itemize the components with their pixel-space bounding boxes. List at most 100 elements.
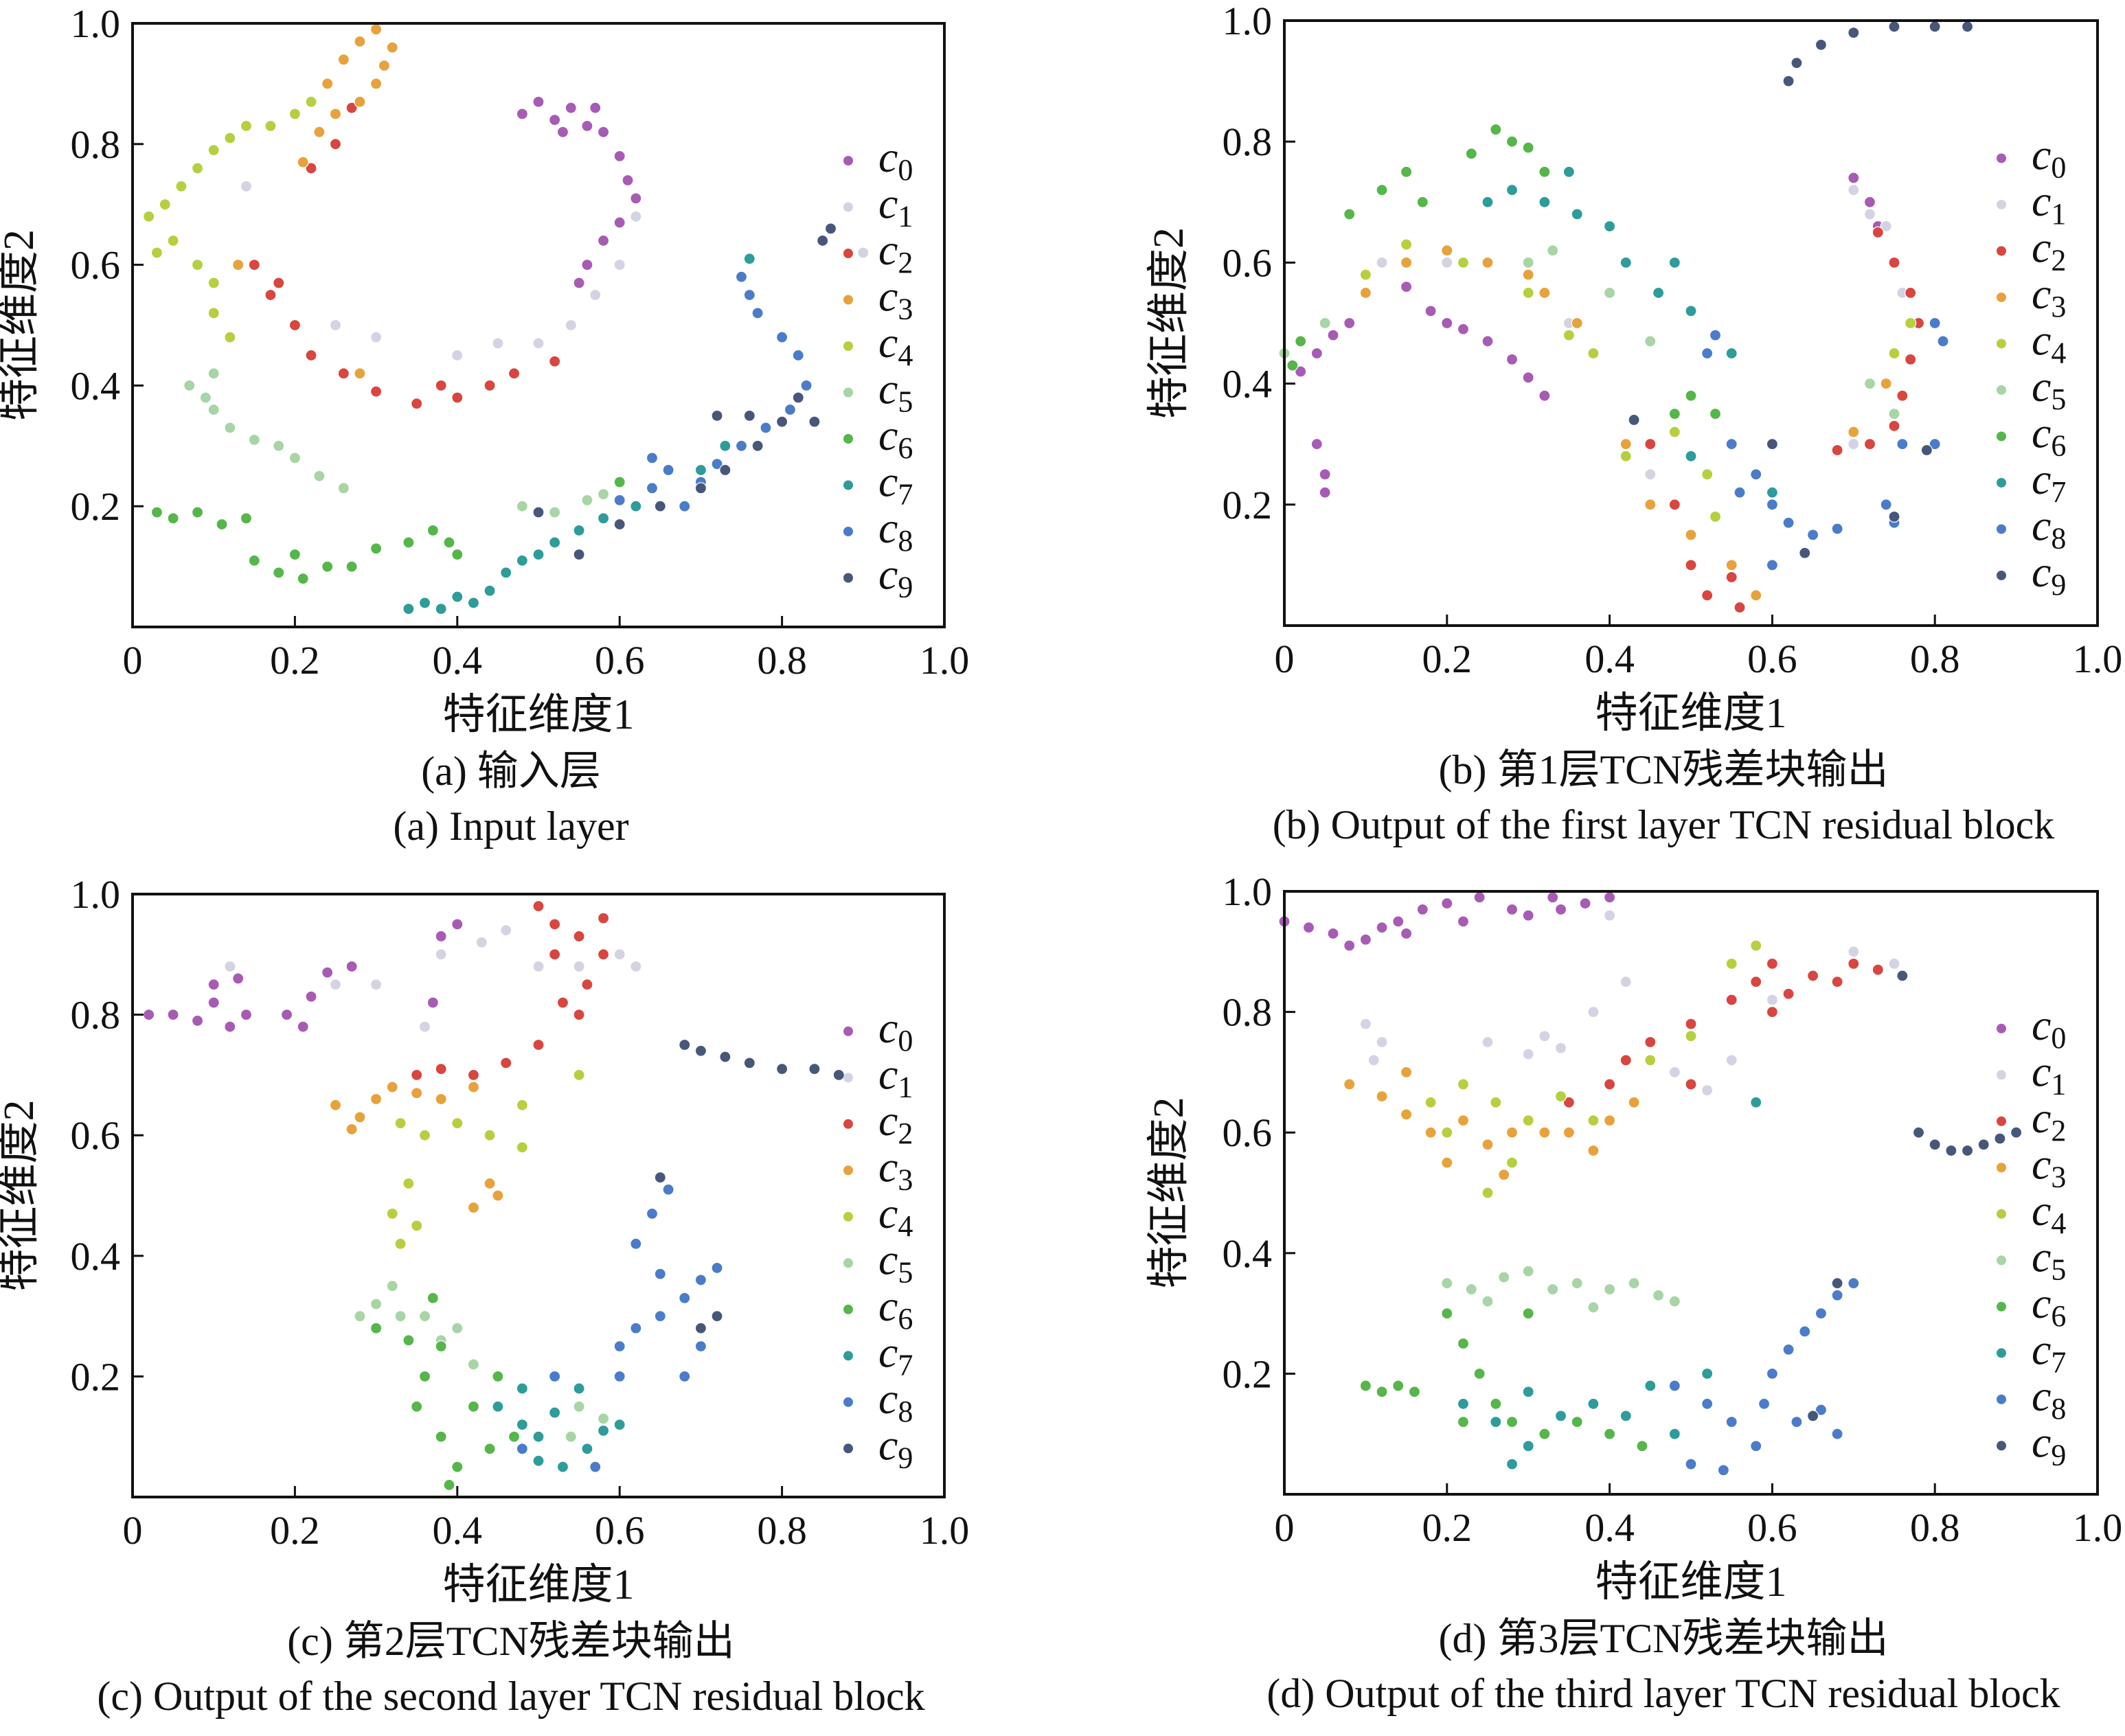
y-tick-label: 0.8 <box>1223 990 1273 1035</box>
legend-label: c6 <box>878 1281 913 1336</box>
point-c2 <box>411 398 423 410</box>
point-c1 <box>329 979 342 991</box>
legend-label: c3 <box>878 1142 913 1196</box>
point-c9 <box>1961 1144 1974 1157</box>
point-c2 <box>597 948 610 961</box>
point-c8 <box>654 1268 666 1280</box>
point-c6 <box>427 524 439 536</box>
legend-marker <box>1997 1209 2006 1219</box>
point-c8 <box>711 458 723 470</box>
point-c1 <box>1644 468 1657 481</box>
point-c7 <box>1538 196 1551 208</box>
point-c9 <box>1815 38 1828 51</box>
point-c6 <box>508 1430 521 1443</box>
point-c9 <box>751 439 764 452</box>
point-c0 <box>1538 389 1551 402</box>
point-c8 <box>646 1207 659 1220</box>
point-c3 <box>1750 589 1762 602</box>
legend-label: c9 <box>2032 547 2066 602</box>
point-c7 <box>549 1406 561 1419</box>
point-c9 <box>711 1310 723 1323</box>
point-c3 <box>1628 1096 1640 1108</box>
point-c5 <box>1319 317 1331 330</box>
point-c7 <box>1522 1386 1534 1398</box>
point-c8 <box>630 1322 642 1334</box>
point-c8 <box>1929 438 1941 450</box>
point-c9 <box>1912 1126 1925 1139</box>
point-c0 <box>1319 468 1331 481</box>
point-c6 <box>492 1370 504 1383</box>
point-c5 <box>207 403 220 416</box>
point-c0 <box>1400 927 1413 940</box>
point-c0 <box>622 174 634 187</box>
legend-item-c0: c0 <box>843 133 913 187</box>
point-c3 <box>1880 377 1892 390</box>
point-c4 <box>1905 317 1917 330</box>
caption-en: (a) Input layer <box>393 803 628 849</box>
point-c5 <box>183 379 196 392</box>
point-c8 <box>662 464 674 477</box>
point-c8 <box>1929 317 1941 330</box>
x-tick-label: 0.4 <box>1584 1505 1635 1550</box>
point-c5 <box>1668 1295 1681 1307</box>
point-c7 <box>1620 1410 1632 1422</box>
point-c0 <box>1327 329 1339 341</box>
point-c6 <box>191 506 204 518</box>
point-c8 <box>1782 516 1795 529</box>
point-c2 <box>1905 353 1917 365</box>
point-c6 <box>427 1292 439 1304</box>
legend-item-c7: c7 <box>843 1327 913 1382</box>
legend-marker <box>843 295 853 305</box>
legend-label: c8 <box>878 1374 913 1428</box>
point-c3 <box>378 59 391 72</box>
point-c2 <box>1896 389 1909 402</box>
y-axis-label: 特征维度2 <box>1146 227 1192 419</box>
legend-marker <box>843 1073 853 1083</box>
point-c2 <box>411 1069 423 1082</box>
y-tick-label: 0.2 <box>1223 1351 1273 1396</box>
point-c3 <box>1538 286 1551 299</box>
axes-frame <box>131 22 946 628</box>
point-c2 <box>1668 499 1681 511</box>
y-tick-label: 0.6 <box>71 243 121 288</box>
point-c7 <box>418 597 431 609</box>
point-c2 <box>467 1069 480 1082</box>
point-c9 <box>719 1051 731 1063</box>
point-c0 <box>1547 891 1559 904</box>
point-c4 <box>305 95 317 108</box>
legend-item-c6: c6 <box>1997 408 2066 462</box>
point-c8 <box>679 1370 691 1383</box>
point-c4 <box>167 234 179 247</box>
point-c1 <box>475 936 488 948</box>
point-c1 <box>370 331 383 343</box>
point-c1 <box>1481 1036 1494 1049</box>
point-c1 <box>573 960 585 972</box>
point-c2 <box>451 391 464 404</box>
legend-marker <box>843 480 853 490</box>
point-c0 <box>1604 891 1616 904</box>
point-c8 <box>1734 486 1746 499</box>
point-c0 <box>1473 891 1486 904</box>
point-c0 <box>549 114 561 126</box>
point-c1 <box>240 180 253 192</box>
point-c2 <box>508 367 521 380</box>
y-tick-label: 1.0 <box>71 1 121 46</box>
point-c3 <box>1620 438 1632 450</box>
point-c8 <box>775 331 788 343</box>
y-tick-label: 0.6 <box>71 1113 121 1158</box>
point-c2 <box>573 930 585 943</box>
point-c7 <box>492 1400 504 1413</box>
caption-zh: (d) 第3层TCN残差块输出 <box>1439 1616 1889 1661</box>
legend-item-c3: c3 <box>1997 269 2066 323</box>
point-c5 <box>207 367 220 380</box>
point-c6 <box>167 512 179 525</box>
point-c1 <box>1766 994 1778 1006</box>
point-c1 <box>1367 1054 1380 1066</box>
legend-item-c0: c0 <box>843 1003 913 1058</box>
point-c0 <box>240 1008 253 1021</box>
point-c5 <box>248 433 260 446</box>
point-c4 <box>1424 1096 1437 1108</box>
legend-item-c4: c4 <box>1997 1186 2066 1240</box>
point-c3 <box>354 1111 366 1123</box>
